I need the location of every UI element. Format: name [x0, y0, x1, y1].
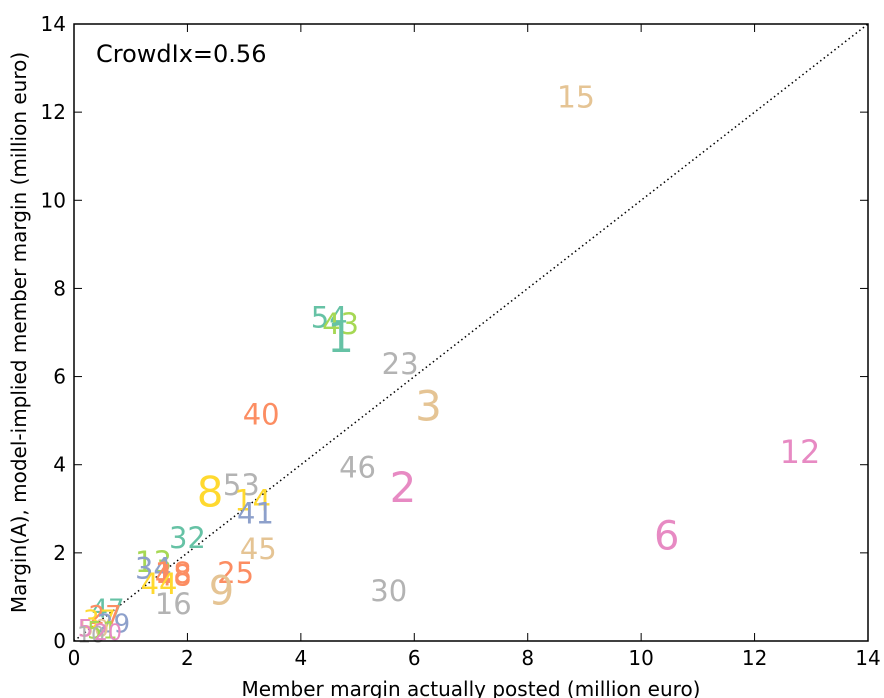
y-tick-label: 10	[41, 188, 66, 212]
data-point-5: 5	[78, 614, 93, 642]
data-point-6: 6	[654, 514, 679, 560]
data-point-16: 16	[155, 587, 192, 621]
identity-reference-line	[73, 23, 869, 642]
data-point-44: 44	[141, 567, 178, 601]
reference-line-layer	[73, 23, 869, 642]
data-point-25: 25	[217, 556, 254, 590]
data-point-2: 2	[390, 463, 417, 512]
data-point-1: 1	[327, 313, 354, 362]
data-point-3: 3	[415, 381, 442, 430]
data-point-10: 10	[77, 623, 105, 648]
data-point-47: 47	[91, 594, 124, 624]
plot-frame	[73, 23, 869, 642]
data-point-8: 8	[197, 467, 224, 516]
data-point-43: 43	[322, 307, 359, 341]
crowdix-annotation: CrowdIx=0.56	[96, 40, 266, 68]
data-point-18: 18	[155, 556, 192, 590]
x-tick-label: 4	[294, 646, 307, 670]
y-tick-label: 8	[53, 276, 66, 300]
data-point-48: 48	[155, 558, 192, 592]
y-tick-label: 0	[53, 629, 66, 653]
data-point-41: 41	[237, 497, 274, 531]
x-tick-label: 14	[855, 646, 880, 670]
data-point-51: 51	[87, 617, 118, 645]
data-point-30: 30	[370, 574, 407, 608]
data-point-54: 54	[311, 301, 348, 335]
data-point-27: 27	[89, 601, 122, 631]
y-tick-label: 6	[53, 365, 66, 389]
data-point-34: 34	[135, 552, 172, 586]
data-point-29: 29	[97, 610, 130, 640]
x-axis-label: Member margin actually posted (million e…	[242, 677, 701, 698]
x-tick-label: 0	[68, 646, 81, 670]
data-point-32: 32	[169, 521, 206, 555]
data-point-53: 53	[223, 468, 260, 502]
data-point-45: 45	[240, 532, 277, 566]
y-tick-label: 12	[41, 100, 66, 124]
x-tick-label: 6	[408, 646, 421, 670]
data-point-12: 12	[780, 433, 821, 471]
data-point-9: 9	[209, 569, 234, 615]
x-tick-label: 12	[742, 646, 767, 670]
y-axis-label: Margin(A), model-implied member margin (…	[7, 52, 31, 613]
data-point-15: 15	[557, 81, 595, 116]
data-point-14: 14	[234, 483, 271, 517]
x-tick-label: 10	[628, 646, 653, 670]
data-point-46: 46	[339, 450, 376, 484]
x-tick-label: 8	[521, 646, 534, 670]
data-point-40: 40	[243, 397, 280, 431]
data-point-23: 23	[382, 347, 419, 381]
y-tick-label: 4	[53, 453, 66, 477]
data-point-13: 13	[135, 545, 172, 579]
data-point-20: 20	[94, 621, 122, 646]
y-tick-label: 2	[53, 541, 66, 565]
x-tick-label: 2	[181, 646, 194, 670]
y-tick-label: 14	[41, 12, 66, 36]
data-point-50: 50	[79, 614, 110, 642]
data-point-37: 37	[83, 605, 116, 635]
